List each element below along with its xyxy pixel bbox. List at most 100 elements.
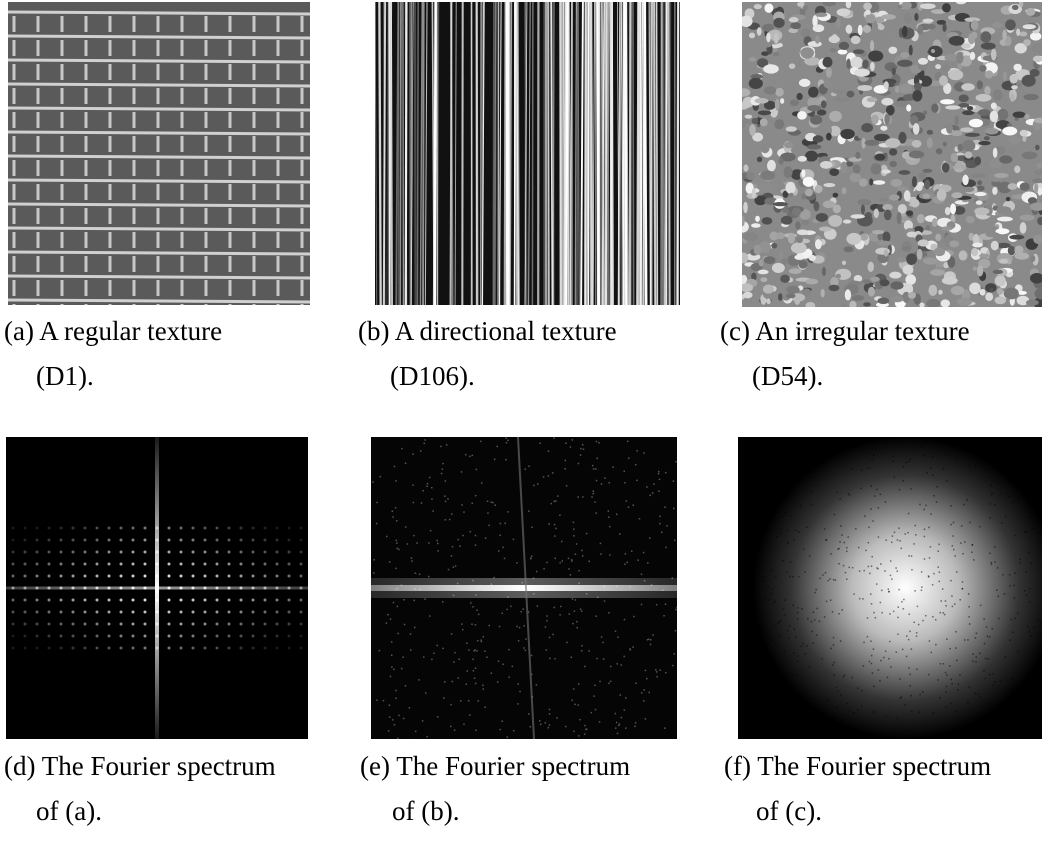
spectrum-peak: [71, 610, 75, 614]
noise: [930, 513, 932, 515]
noise: [951, 545, 954, 547]
pebble: [772, 52, 780, 57]
noise: [1035, 446, 1038, 449]
pebble: [780, 274, 790, 283]
noise: [1017, 650, 1019, 653]
noise: [644, 669, 647, 672]
noise: [531, 526, 533, 529]
noise: [955, 458, 957, 460]
pebble: [879, 279, 890, 287]
noise: [564, 468, 566, 470]
pebble: [742, 252, 749, 264]
pebble: [822, 2, 837, 7]
noise: [950, 579, 952, 582]
noise: [752, 563, 754, 566]
noise: [1017, 496, 1020, 499]
noise: [945, 691, 947, 693]
spectrum-peak: [119, 550, 123, 554]
pebble: [919, 3, 936, 10]
streak: [386, 2, 389, 305]
noise: [786, 542, 789, 545]
noise: [919, 503, 921, 506]
caption-continuation: (D54).: [752, 361, 824, 391]
noise: [457, 677, 459, 679]
streak: [424, 2, 428, 305]
noise: [873, 710, 875, 713]
noise: [913, 621, 915, 624]
noise: [811, 736, 814, 738]
noise: [989, 503, 991, 505]
noise: [942, 468, 945, 470]
pebble: [923, 110, 928, 115]
noise: [837, 690, 839, 692]
noise: [832, 578, 835, 581]
noise: [480, 639, 482, 641]
noise: [568, 568, 570, 570]
spectrum-peak: [299, 598, 303, 602]
pebble: [750, 73, 764, 80]
pebble: [800, 47, 814, 59]
noise: [844, 571, 847, 574]
spectrum-peak: [239, 622, 243, 626]
noise: [774, 642, 777, 644]
spectrum-peak: [167, 574, 171, 578]
noise: [740, 712, 743, 715]
texture-image: [371, 437, 677, 739]
noise: [516, 562, 518, 564]
noise: [647, 638, 650, 641]
noise: [945, 706, 947, 708]
spectrum-peak: [119, 610, 123, 614]
noise: [570, 656, 573, 659]
streak: [675, 2, 679, 305]
noise: [1010, 618, 1012, 621]
pebble: [762, 23, 774, 32]
pebble: [910, 198, 920, 208]
noise: [436, 716, 439, 718]
pebble: [855, 61, 862, 67]
pebble: [805, 302, 816, 307]
noise: [744, 632, 747, 634]
noise: [527, 611, 530, 613]
noise: [786, 498, 788, 501]
pebble: [806, 144, 822, 150]
noise: [666, 525, 668, 527]
pebble: [1026, 299, 1039, 306]
pebble: [955, 2, 967, 5]
spectrum-peak: [227, 622, 231, 626]
noise: [549, 657, 551, 660]
noise: [770, 593, 772, 595]
noise: [770, 475, 772, 477]
pebble: [751, 223, 761, 228]
noise: [822, 574, 824, 576]
pebble: [979, 64, 987, 72]
noise: [392, 516, 394, 518]
noise: [550, 502, 553, 505]
pebble: [889, 148, 898, 156]
pebble: [903, 190, 911, 202]
pebble: [814, 35, 820, 44]
spectrum-peak: [59, 610, 63, 614]
pebble: [881, 169, 891, 174]
noise: [1008, 573, 1011, 576]
noise: [653, 483, 655, 485]
noise: [768, 468, 770, 470]
noise: [608, 682, 610, 684]
pebble: [947, 256, 956, 268]
noise: [953, 603, 956, 605]
spectrum-peak: [47, 598, 51, 602]
pebble: [763, 256, 776, 265]
noise: [1040, 688, 1042, 691]
noise: [651, 492, 654, 494]
noise: [949, 665, 951, 667]
spectrum-peak: [179, 610, 183, 614]
pebble: [949, 240, 960, 248]
noise: [476, 639, 479, 642]
noise: [421, 720, 424, 722]
pebble: [807, 105, 822, 112]
pebble: [873, 208, 879, 219]
noise: [847, 492, 850, 495]
spectrum-peak: [203, 562, 207, 566]
noise: [416, 542, 418, 544]
noise: [772, 639, 774, 641]
noise: [480, 640, 483, 643]
